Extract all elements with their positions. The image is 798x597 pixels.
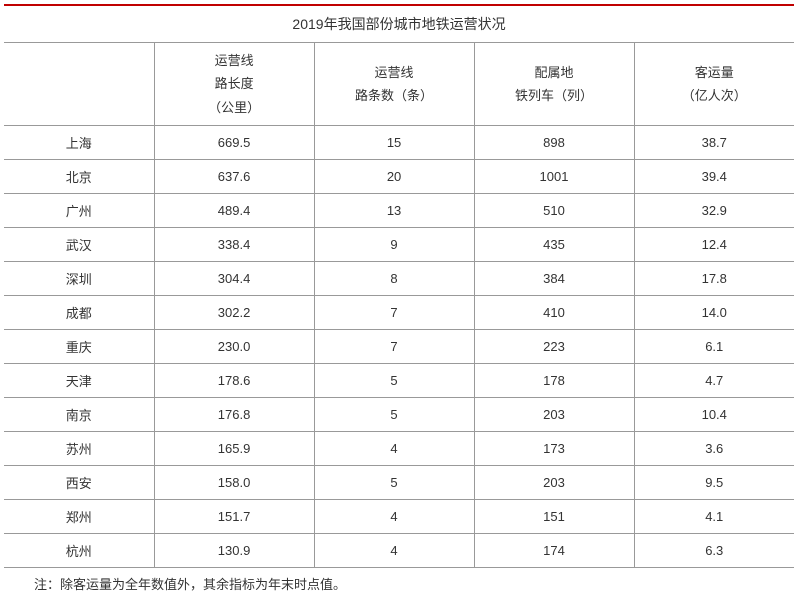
table-row: 成都302.2741014.0 xyxy=(4,296,794,330)
cell-length: 637.6 xyxy=(154,160,314,194)
table-title: 2019年我国部份城市地铁运营状况 xyxy=(4,6,794,43)
cell-lines: 20 xyxy=(314,160,474,194)
cell-city: 天津 xyxy=(4,364,154,398)
cell-length: 158.0 xyxy=(154,466,314,500)
table-body: 上海669.51589838.7北京637.620100139.4广州489.4… xyxy=(4,126,794,568)
cell-length: 489.4 xyxy=(154,194,314,228)
cell-passengers: 17.8 xyxy=(634,262,794,296)
cell-lines: 5 xyxy=(314,398,474,432)
cell-length: 230.0 xyxy=(154,330,314,364)
cell-trains: 1001 xyxy=(474,160,634,194)
cell-length: 165.9 xyxy=(154,432,314,466)
header-length: 运营线 路长度 （公里） xyxy=(154,43,314,126)
cell-passengers: 6.1 xyxy=(634,330,794,364)
cell-city: 苏州 xyxy=(4,432,154,466)
cell-lines: 5 xyxy=(314,364,474,398)
cell-city: 重庆 xyxy=(4,330,154,364)
table-row: 苏州165.941733.6 xyxy=(4,432,794,466)
header-trains: 配属地 铁列车（列） xyxy=(474,43,634,126)
table-row: 重庆230.072236.1 xyxy=(4,330,794,364)
cell-trains: 384 xyxy=(474,262,634,296)
cell-trains: 223 xyxy=(474,330,634,364)
table-row: 南京176.8520310.4 xyxy=(4,398,794,432)
cell-city: 南京 xyxy=(4,398,154,432)
cell-lines: 4 xyxy=(314,432,474,466)
cell-trains: 435 xyxy=(474,228,634,262)
cell-trains: 410 xyxy=(474,296,634,330)
table-header-row: 运营线 路长度 （公里） 运营线 路条数（条） 配属地 铁列车（列） 客运量 （… xyxy=(4,43,794,126)
cell-length: 151.7 xyxy=(154,500,314,534)
cell-passengers: 14.0 xyxy=(634,296,794,330)
cell-city: 深圳 xyxy=(4,262,154,296)
table-title-row: 2019年我国部份城市地铁运营状况 xyxy=(4,6,794,43)
cell-trains: 203 xyxy=(474,398,634,432)
cell-length: 302.2 xyxy=(154,296,314,330)
cell-city: 郑州 xyxy=(4,500,154,534)
cell-trains: 898 xyxy=(474,126,634,160)
cell-trains: 203 xyxy=(474,466,634,500)
cell-length: 669.5 xyxy=(154,126,314,160)
table-row: 天津178.651784.7 xyxy=(4,364,794,398)
cell-trains: 173 xyxy=(474,432,634,466)
cell-passengers: 39.4 xyxy=(634,160,794,194)
cell-trains: 174 xyxy=(474,534,634,568)
header-lines: 运营线 路条数（条） xyxy=(314,43,474,126)
cell-city: 杭州 xyxy=(4,534,154,568)
table-row: 广州489.41351032.9 xyxy=(4,194,794,228)
cell-city: 成都 xyxy=(4,296,154,330)
header-passengers: 客运量 （亿人次） xyxy=(634,43,794,126)
cell-length: 176.8 xyxy=(154,398,314,432)
cell-passengers: 6.3 xyxy=(634,534,794,568)
table-row: 杭州130.941746.3 xyxy=(4,534,794,568)
table-row: 西安158.052039.5 xyxy=(4,466,794,500)
cell-passengers: 4.7 xyxy=(634,364,794,398)
table-row: 上海669.51589838.7 xyxy=(4,126,794,160)
cell-length: 178.6 xyxy=(154,364,314,398)
cell-trains: 151 xyxy=(474,500,634,534)
cell-passengers: 4.1 xyxy=(634,500,794,534)
cell-passengers: 10.4 xyxy=(634,398,794,432)
cell-lines: 15 xyxy=(314,126,474,160)
cell-length: 338.4 xyxy=(154,228,314,262)
cell-lines: 5 xyxy=(314,466,474,500)
cell-length: 130.9 xyxy=(154,534,314,568)
cell-lines: 8 xyxy=(314,262,474,296)
cell-city: 武汉 xyxy=(4,228,154,262)
cell-passengers: 12.4 xyxy=(634,228,794,262)
metro-data-table-container: 2019年我国部份城市地铁运营状况 运营线 路长度 （公里） 运营线 路条数（条… xyxy=(4,4,794,568)
cell-lines: 4 xyxy=(314,500,474,534)
cell-lines: 4 xyxy=(314,534,474,568)
cell-lines: 13 xyxy=(314,194,474,228)
metro-data-table: 2019年我国部份城市地铁运营状况 运营线 路长度 （公里） 运营线 路条数（条… xyxy=(4,6,794,568)
header-city xyxy=(4,43,154,126)
table-row: 北京637.620100139.4 xyxy=(4,160,794,194)
cell-trains: 510 xyxy=(474,194,634,228)
cell-city: 北京 xyxy=(4,160,154,194)
table-row: 郑州151.741514.1 xyxy=(4,500,794,534)
table-row: 深圳304.4838417.8 xyxy=(4,262,794,296)
cell-lines: 7 xyxy=(314,296,474,330)
cell-passengers: 3.6 xyxy=(634,432,794,466)
cell-length: 304.4 xyxy=(154,262,314,296)
cell-lines: 7 xyxy=(314,330,474,364)
table-footnote: 注：除客运量为全年数值外，其余指标为年末时点值。 xyxy=(4,568,794,593)
cell-trains: 178 xyxy=(474,364,634,398)
cell-passengers: 9.5 xyxy=(634,466,794,500)
cell-lines: 9 xyxy=(314,228,474,262)
cell-city: 西安 xyxy=(4,466,154,500)
cell-city: 上海 xyxy=(4,126,154,160)
cell-passengers: 32.9 xyxy=(634,194,794,228)
cell-city: 广州 xyxy=(4,194,154,228)
table-row: 武汉338.4943512.4 xyxy=(4,228,794,262)
cell-passengers: 38.7 xyxy=(634,126,794,160)
